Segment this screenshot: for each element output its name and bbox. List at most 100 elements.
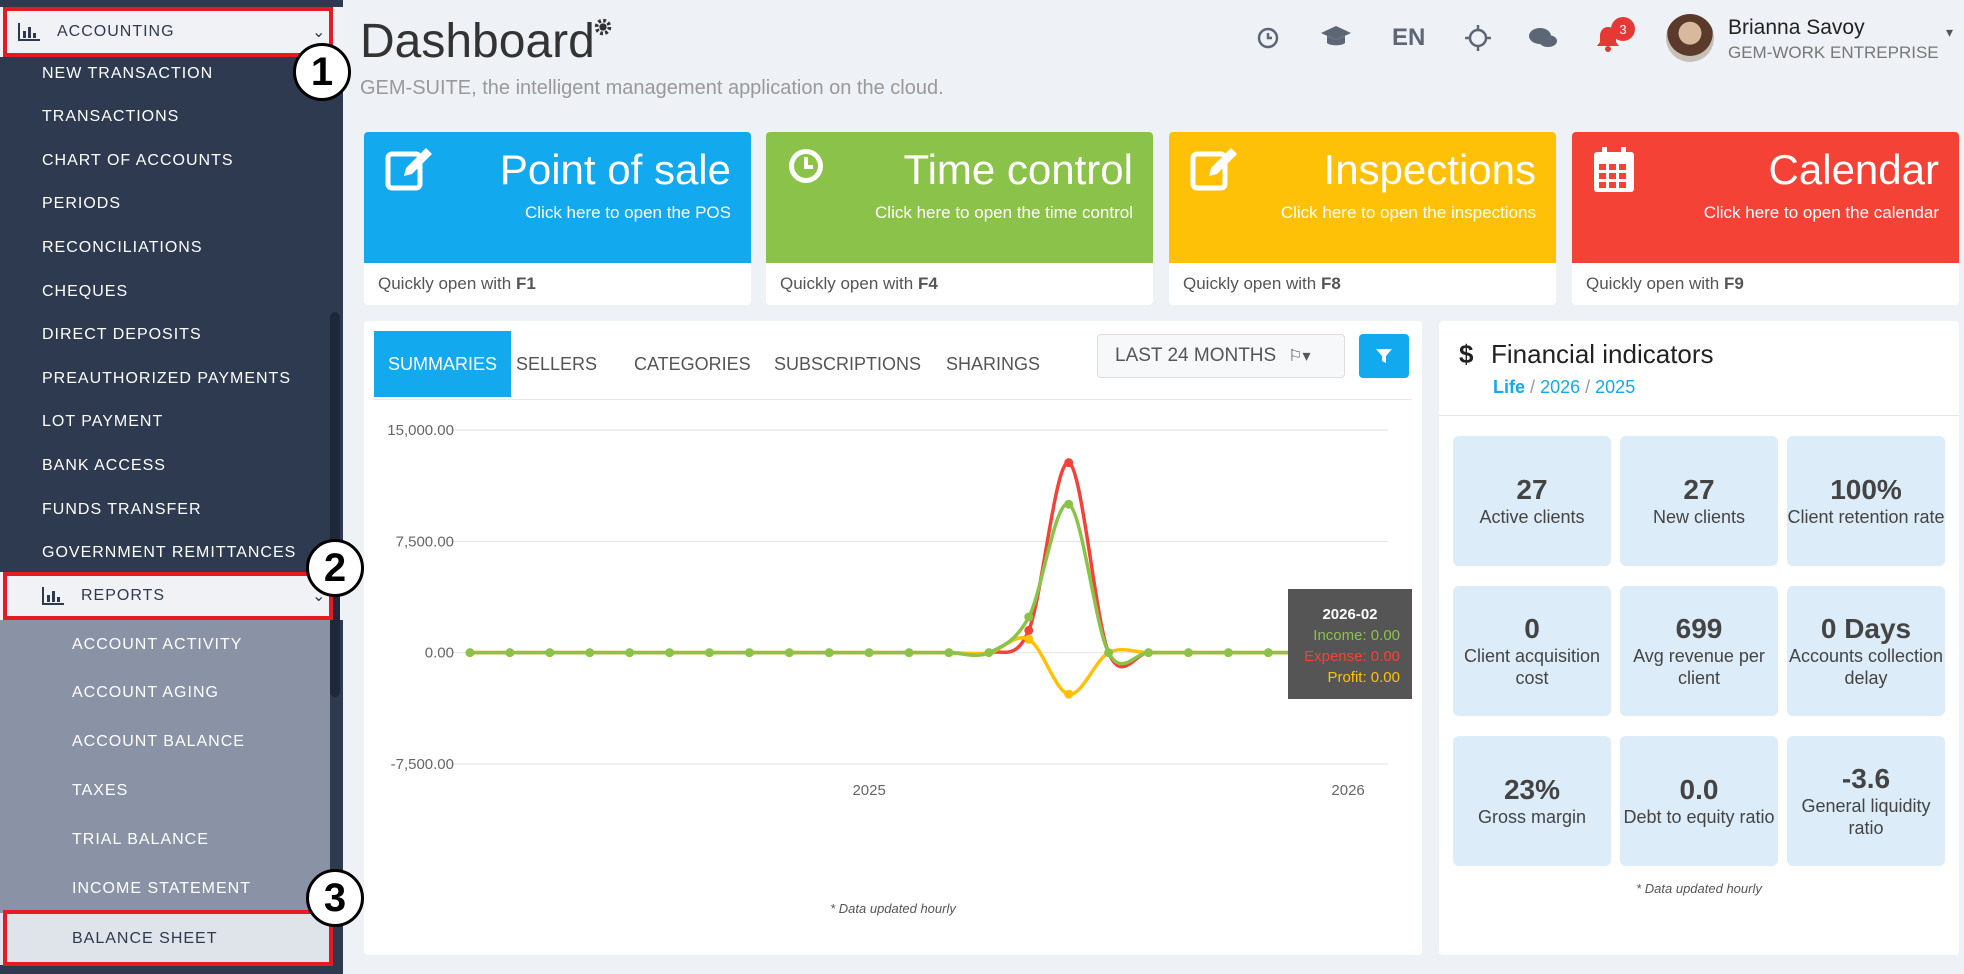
edit-icon	[384, 146, 432, 194]
sidebar-item[interactable]: LOT PAYMENT	[0, 401, 343, 444]
sidebar-report-item[interactable]: ACCOUNT AGING	[0, 668, 330, 718]
sidebar-report-item[interactable]: INCOME STATEMENT	[0, 864, 330, 913]
tab-subscriptions[interactable]: SUBSCRIPTIONS	[774, 353, 922, 374]
kpi-card: 0.0 Debt to equity ratio	[1620, 736, 1778, 866]
sidebar-item-label: BANK ACCESS	[42, 456, 166, 474]
shortcut-tile[interactable]: Inspections Click here to open the inspec…	[1169, 132, 1556, 305]
filter-button[interactable]	[1359, 334, 1409, 378]
kpi-label: Debt to equity ratio	[1623, 807, 1775, 827]
tile-header[interactable]: Point of sale Click here to open the POS	[364, 132, 751, 263]
tile-footer-text: Quickly open with	[1586, 274, 1724, 293]
sidebar-item-label: CHEQUES	[42, 282, 129, 300]
sidebar-accounting-label: ACCOUNTING	[57, 23, 175, 40]
graduation-cap-icon[interactable]	[1320, 24, 1352, 50]
chart-tooltip: 2026-02 Income: 0.00 Expense: 0.00 Profi…	[1288, 589, 1412, 699]
data-point-profit	[1064, 689, 1074, 699]
x-tick-label: 2025	[852, 782, 885, 799]
tab-sharings[interactable]: SHARINGS	[946, 353, 1041, 374]
sidebar-item[interactable]: FUNDS TRANSFER	[0, 488, 343, 531]
sidebar-item[interactable]: NEW TRANSACTION	[0, 52, 343, 95]
kpi-label: Client acquisition cost	[1463, 646, 1601, 688]
page-title: Dashboard	[360, 15, 595, 68]
data-point-income	[1263, 648, 1273, 658]
sidebar-report-item[interactable]: TRIAL BALANCE	[0, 815, 330, 865]
shortcut-key: F8	[1320, 274, 1341, 293]
shortcut-key: F1	[515, 274, 536, 293]
calendar-icon	[1592, 146, 1640, 194]
kpi-value: 0	[1524, 613, 1540, 644]
shortcut-key: F9	[1723, 274, 1744, 293]
gear-icon[interactable]	[592, 16, 614, 38]
tile-header[interactable]: Time control Click here to open the time …	[766, 132, 1153, 263]
sidebar-item-accounting[interactable]: ACCOUNTING ⌄	[0, 7, 343, 57]
sidebar-item[interactable]: DIRECT DEPOSITS	[0, 314, 343, 357]
caret-down-icon[interactable]: ▾	[1946, 24, 1954, 40]
panel-title: Financial indicators	[1491, 339, 1714, 369]
sidebar-item-balance-sheet[interactable]: BALANCE SHEET	[0, 913, 330, 965]
avatar[interactable]	[1666, 14, 1714, 62]
period-life[interactable]: Life	[1493, 377, 1526, 397]
sidebar-item-reports[interactable]: REPORTS ⌄	[0, 572, 343, 620]
tab-categories[interactable]: CATEGORIES	[634, 353, 751, 374]
sidebar-item[interactable]: PERIODS	[0, 183, 343, 226]
page-subtitle: GEM-SUITE, the intelligent management ap…	[360, 77, 944, 99]
kpi-value: 699	[1675, 613, 1723, 644]
tile-header[interactable]: Calendar Click here to open the calendar	[1572, 132, 1959, 263]
tile-description: Click here to open the POS	[524, 203, 731, 222]
kpi-value: 0.0	[1679, 774, 1719, 805]
shortcut-tile[interactable]: Time control Click here to open the time …	[766, 132, 1153, 305]
data-point-income	[665, 648, 675, 658]
sidebar-item[interactable]: GOVERNMENT REMITTANCES	[0, 532, 343, 575]
sidebar-item-label: LOT PAYMENT	[42, 413, 164, 431]
kpi-card: 0 Client acquisition cost	[1453, 586, 1611, 716]
kpi-label: Gross margin	[1477, 807, 1587, 827]
data-point-profit	[1024, 634, 1034, 644]
sidebar-item-label: GOVERNMENT REMITTANCES	[42, 544, 297, 562]
sidebar-item[interactable]: TRANSACTIONS	[0, 96, 343, 139]
shortcut-tile[interactable]: Point of sale Click here to open the POS Q…	[364, 132, 751, 305]
sidebar-item-label: INCOME STATEMENT	[72, 879, 251, 897]
clock-icon	[786, 146, 834, 194]
user-name[interactable]: Brianna Savoy	[1728, 16, 1865, 39]
sidebar-scrollbar[interactable]	[330, 312, 340, 697]
tile-description: Click here to open the calendar	[1703, 203, 1939, 222]
chat-icon[interactable]	[1528, 26, 1558, 50]
tile-title: Inspections	[1323, 146, 1536, 193]
clock-icon[interactable]	[1256, 26, 1280, 50]
shortcut-key: F4	[917, 274, 938, 293]
tile-header[interactable]: Inspections Click here to open the inspec…	[1169, 132, 1556, 263]
range-dropdown[interactable]: LAST 24 MONTHS ⚐▾	[1097, 334, 1345, 378]
language-selector[interactable]: EN	[1392, 24, 1426, 51]
sidebar-item[interactable]: CHEQUES	[0, 270, 343, 313]
sidebar-item[interactable]: RECONCILIATIONS	[0, 226, 343, 269]
brightness-icon[interactable]	[1464, 24, 1492, 52]
tab-sellers[interactable]: SELLERS	[516, 353, 598, 374]
sidebar-report-item[interactable]: ACCOUNT BALANCE	[0, 717, 330, 767]
kpi-value: 27	[1683, 474, 1715, 505]
period-2025[interactable]: 2025	[1595, 377, 1636, 397]
sidebar-item[interactable]: CHART OF ACCOUNTS	[0, 139, 343, 182]
sidebar-item[interactable]: BANK ACCESS	[0, 444, 343, 487]
tooltip-income: Income: 0.00	[1313, 627, 1400, 644]
tab-summaries[interactable]: SUMMARIES	[374, 331, 512, 397]
kpi-card: -3.6 General liquidity ratio	[1787, 736, 1945, 866]
tile-footer-text: Quickly open with	[1183, 274, 1321, 293]
tile-footer-text: Quickly open with	[378, 274, 516, 293]
tile-footer: Quickly open with F9	[1572, 263, 1959, 305]
sidebar-report-item[interactable]: ACCOUNT ACTIVITY	[0, 620, 330, 669]
tile-footer: Quickly open with F4	[766, 263, 1153, 305]
tile-description: Click here to open the time control	[875, 203, 1133, 222]
tile-title: Time control	[903, 146, 1133, 193]
data-point-income	[625, 648, 635, 658]
shortcut-tile[interactable]: Calendar Click here to open the calendar Q…	[1572, 132, 1959, 305]
y-tick-label: 15,000.00	[387, 422, 454, 439]
sidebar-item-label: ACCOUNT AGING	[72, 684, 219, 702]
sidebar-item[interactable]: PREAUTHORIZED PAYMENTS	[0, 357, 343, 400]
sidebar-report-item[interactable]: TAXES	[0, 766, 330, 816]
chart-footnote: * Data updated hourly	[830, 901, 956, 916]
filter-icon	[1376, 349, 1392, 363]
kpi-label: General liquidity ratio	[1801, 796, 1931, 838]
tile-footer: Quickly open with F8	[1169, 263, 1556, 305]
period-2026[interactable]: 2026	[1540, 377, 1581, 397]
y-tick-label: -7,500.00	[391, 756, 454, 773]
